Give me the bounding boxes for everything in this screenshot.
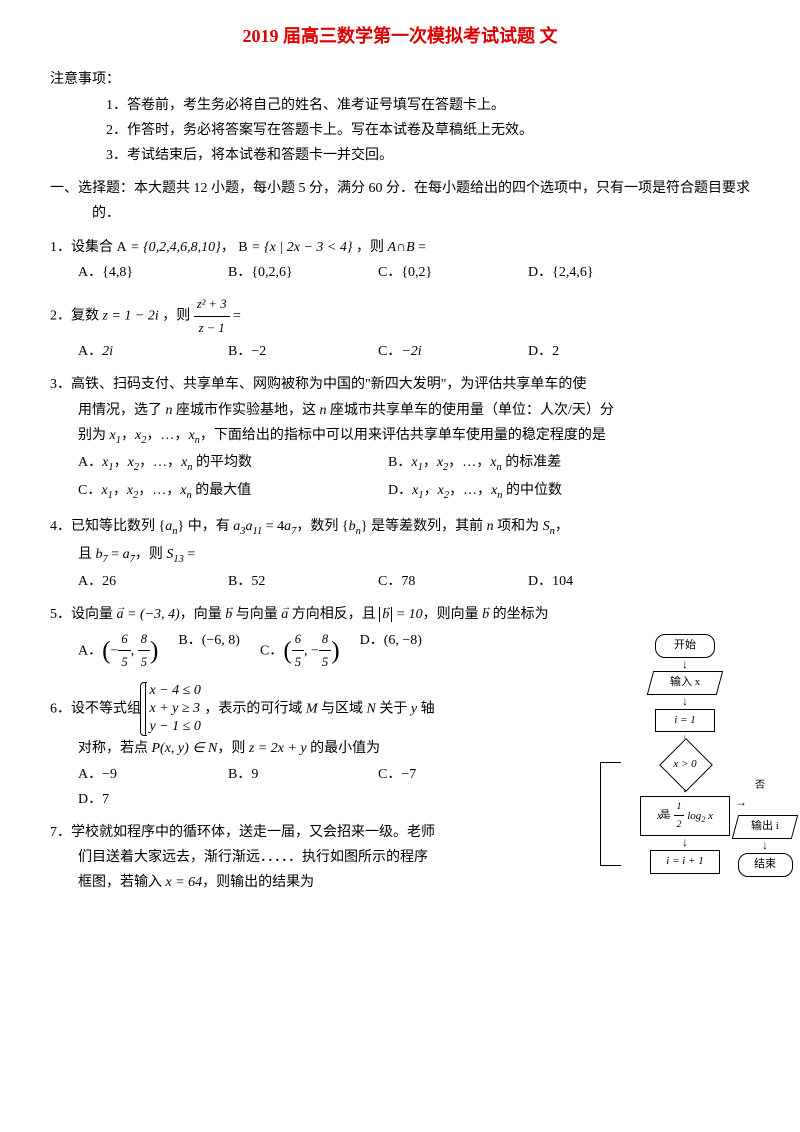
section-header: 一、选择题：本大题共 12 小题，每小题 5 分，满分 60 分．在每小题给出的… bbox=[92, 176, 750, 226]
question-7: 7．学校就如程序中的循环体，送走一届，又会招来一级。老师 们目送着大家远去，渐行… bbox=[50, 820, 530, 896]
notice-1: 1．答卷前，考生务必将自己的姓名、准考证号填写在答题卡上。 bbox=[106, 93, 750, 118]
notice-header: 注意事项： bbox=[50, 67, 750, 92]
q3-line1: 3．高铁、扫码支付、共享单车、网购被称为中国的"新四大发明"，为评估共享单车的使 bbox=[78, 372, 750, 397]
q4-line2: 且 b7 = a7，则 S13 = bbox=[78, 542, 750, 570]
fc-cond: x > 0 bbox=[660, 750, 710, 778]
q1-setA: A = {0,2,4,6,8,10} bbox=[117, 240, 221, 255]
q2-optD: D．2 bbox=[528, 339, 648, 364]
q3-optD: D．x1，x2，…，xn 的中位数 bbox=[388, 478, 668, 506]
fc-calc: x = 12 log2 x bbox=[640, 796, 730, 837]
fc-loop-line bbox=[600, 762, 621, 866]
q6-optB: B．9 bbox=[228, 762, 348, 787]
q7-line3: 框图，若输入 x = 64，则输出的结果为 bbox=[78, 870, 530, 895]
fc-output-branch: → 输出 i ↓ 结束 bbox=[735, 792, 795, 879]
q5-optD: D．(6, −8) bbox=[360, 628, 422, 674]
fc-yes-label: 是 bbox=[660, 807, 670, 825]
q4-options: A．26 B．52 C．78 D．104 bbox=[78, 569, 750, 594]
q7-line1: 7．学校就如程序中的循环体，送走一届，又会招来一级。老师 bbox=[50, 820, 530, 845]
q2-stem-mid: ，则 bbox=[162, 308, 190, 323]
question-5: 5．设向量 a = (−3, 4)，向量 b 与向量 a 方向相反，且 b = … bbox=[50, 602, 750, 627]
question-3: 3．高铁、扫码支付、共享单车、网购被称为中国的"新四大发明"，为评估共享单车的使… bbox=[50, 372, 750, 450]
q3-line3: 别为 x1，x2，…，xn，下面给出的指标中可以用来评估共享单车使用量的稳定程度… bbox=[78, 423, 750, 451]
q1-optD: D．{2,4,6} bbox=[528, 260, 648, 285]
q4-optD: D．104 bbox=[528, 569, 648, 594]
q5-optB: B．(−6, 8) bbox=[178, 628, 240, 674]
question-4: 4．已知等比数列 {an} 中，有 a3a11 = 4a7，数列 {bn} 是等… bbox=[50, 514, 750, 569]
q3-options: A．x1，x2，…，xn 的平均数 B．x1，x2，…，xn 的标准差 C．x1… bbox=[78, 450, 750, 505]
q4-line1: 4．已知等比数列 {an} 中，有 a3a11 = 4a7，数列 {bn} 是等… bbox=[50, 514, 750, 542]
question-2: 2．复数 z = 1 − 2i ，则 z² + 3 z − 1 = bbox=[50, 293, 750, 339]
question-1: 1．设集合 A = {0,2,4,6,8,10}， B = {x | 2x − … bbox=[50, 235, 750, 260]
q2-optC: C．−2i bbox=[378, 339, 498, 364]
q6-options: A．−9 B．9 C．−7 D．7 bbox=[78, 762, 578, 812]
q1-stem-post: ，则 A∩B = bbox=[356, 240, 426, 255]
q6-optC: C．−7 bbox=[378, 762, 498, 787]
q2-options: A．2i B．−2 C．−2i D．2 bbox=[78, 339, 750, 364]
q6-optD: D．7 bbox=[78, 787, 198, 812]
q2-optB: B．−2 bbox=[228, 339, 348, 364]
q3-line2: 用情况，选了 n 座城市作实验基地，这 n 座城市共享单车的使用量（单位：人次/… bbox=[78, 398, 750, 423]
q4-optC: C．78 bbox=[378, 569, 498, 594]
q1-options: A．{4,8} B．{0,2,6} C．{0,2} D．{2,4,6} bbox=[78, 260, 750, 285]
q6-optA: A．−9 bbox=[78, 762, 198, 787]
q6-line2: 对称，若点 P(x, y) ∈ N，则 z = 2x + y 的最小值为 bbox=[78, 736, 550, 761]
q2-frac: z² + 3 z − 1 bbox=[194, 293, 230, 339]
q2-stem-post: = bbox=[233, 308, 241, 323]
q5-optA: A．(−65, 85) bbox=[78, 628, 158, 674]
q5-optC: C．(65, −85) bbox=[260, 628, 340, 674]
q3-optC: C．x1，x2，…，xn 的最大值 bbox=[78, 478, 358, 506]
q1-optA: A．{4,8} bbox=[78, 260, 198, 285]
q3-optA: A．x1，x2，…，xn 的平均数 bbox=[78, 450, 358, 478]
question-6: 6．设不等式组 x − 4 ≤ 0 x + y ≥ 3 y − 1 ≤ 0 ，表… bbox=[50, 682, 550, 762]
notice-2: 2．作答时，务必将答案写在答题卡上。写在本试卷及草稿纸上无效。 bbox=[106, 118, 750, 143]
q7-line2: 们目送着大家远去，渐行渐远．．．．．执行如图所示的程序 bbox=[78, 845, 530, 870]
q2-optA: A．2i bbox=[78, 339, 198, 364]
q2-z: z = 1 − 2i bbox=[103, 308, 159, 323]
page-title: 2019 届高三数学第一次模拟考试试题 文 bbox=[50, 20, 750, 52]
q4-optB: B．52 bbox=[228, 569, 348, 594]
q1-setB: B = {x | 2x − 3 < 4} bbox=[238, 240, 352, 255]
q1-optB: B．{0,2,6} bbox=[228, 260, 348, 285]
flowchart: 开始 ↓ 输入 x ↓ i = 1 ↓ x > 0 否 是 ↓ x = 12 l… bbox=[610, 632, 760, 876]
q1-stem-pre: 1．设集合 bbox=[50, 240, 113, 255]
fc-incr: i = i + 1 bbox=[650, 850, 720, 874]
q1-optC: C．{0,2} bbox=[378, 260, 498, 285]
q4-optA: A．26 bbox=[78, 569, 198, 594]
q3-optB: B．x1，x2，…，xn 的标准差 bbox=[388, 450, 668, 478]
fc-input: 输入 x bbox=[647, 671, 723, 695]
q2-stem-pre: 2．复数 bbox=[50, 308, 99, 323]
q6-system: x − 4 ≤ 0 x + y ≥ 3 y − 1 ≤ 0 bbox=[145, 682, 201, 737]
fc-start: 开始 bbox=[655, 634, 715, 658]
fc-init: i = 1 bbox=[655, 709, 715, 733]
notice-3: 3．考试结束后，将本试卷和答题卡一并交回。 bbox=[106, 143, 750, 168]
